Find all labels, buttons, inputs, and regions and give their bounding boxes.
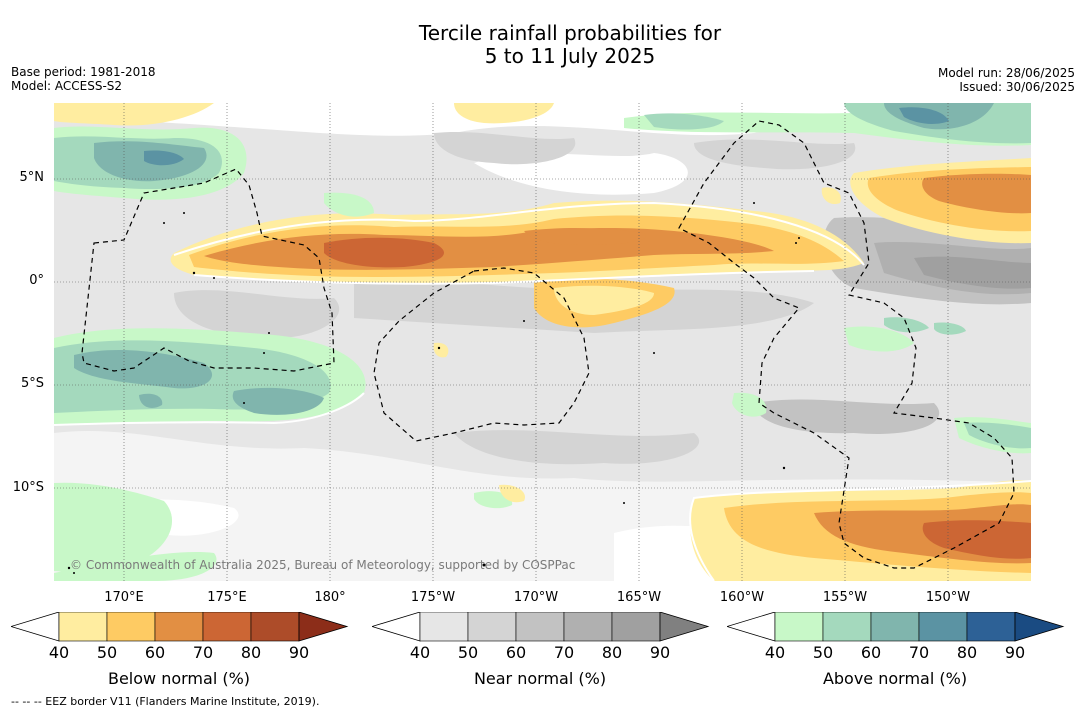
lon-tick: 170°W [513,590,559,605]
colorbar-tick-label: 60 [505,643,527,662]
eez-borders [81,120,1015,569]
base-period: Base period: 1981-2018 [11,65,156,79]
issued-date: Issued: 30/06/2025 [959,80,1075,94]
lat-tick-0: 0° [29,273,44,288]
colorbar-tick-label: 70 [192,643,214,662]
map-title-line2: 5 to 11 July 2025 [484,44,656,68]
lon-tick: 175°W [410,590,456,605]
lat-tick-10s: 10°S [12,480,44,495]
lat-tick-5s: 5°S [20,376,44,391]
colorbar-tick-label: 40 [409,643,431,662]
colorbar-tick-label: 70 [553,643,575,662]
meta-left: Base period: 1981-2018 Model: ACCESS-S2 [11,65,156,93]
colorbar-tick-label: 40 [764,643,786,662]
lon-tick: 160°W [719,590,765,605]
lon-tick: 150°W [925,590,971,605]
lon-tick: 165°W [616,590,662,605]
colorbar-over-triangle [659,611,710,642]
map-title-line1: Tercile rainfall probabilities for [418,21,722,45]
colorbar-tick-label: 60 [860,643,882,662]
colorbar-under-triangle [370,611,421,642]
colorbar-tick-label: 40 [48,643,70,662]
colorbar-segment [774,611,824,642]
colorbar-title: Above normal (%) [822,669,968,688]
colorbar-tick-label: 80 [956,643,978,662]
lon-tick: 170°E [104,590,144,605]
colorbar-2 [370,611,712,648]
model-run: Model run: 28/06/2025 [937,66,1075,80]
colorbar-title: Near normal (%) [473,669,607,688]
colorbar-tick-label: 90 [288,643,310,662]
probability-map [54,103,1031,581]
colorbar-tick-label: 90 [649,643,671,662]
lon-tick: 180° [314,590,346,605]
colorbar-under-triangle [725,611,776,642]
colorbar-tick-label: 50 [96,643,118,662]
colorbar-over-triangle [298,611,349,642]
lon-tick: 175°E [207,590,247,605]
colorbar-1 [9,611,351,648]
colorbar-under-triangle [9,611,60,642]
colorbar-segment [202,611,252,642]
colorbar-segment [611,611,661,642]
colorbar-segment [58,611,108,642]
colorbar-title: Below normal (%) [107,669,251,688]
colorbar-tick-label: 70 [908,643,930,662]
graticule [54,103,1031,581]
colorbar-tick-label: 50 [812,643,834,662]
lon-tick: 155°W [822,590,868,605]
colorbar-3 [725,611,1067,648]
colorbar-tick-label: 90 [1004,643,1026,662]
colorbar-segment [918,611,968,642]
map-canvas [54,103,1031,581]
colorbar-segment [250,611,300,642]
colorbar-segment [870,611,920,642]
colorbar-segment [822,611,872,642]
colorbar-over-triangle [1014,611,1065,642]
colorbar-tick-label: 50 [457,643,479,662]
colorbar-segment [467,611,517,642]
eez-footnote: -- -- -- EEZ border V11 (Flanders Marine… [11,695,320,708]
lat-tick-5n: 5°N [19,170,45,185]
model-name: Model: ACCESS-S2 [11,79,123,93]
colorbar-tick-label: 60 [144,643,166,662]
colorbar-segment [515,611,565,642]
colorbar-segment [154,611,204,642]
copyright-notice: © Commonwealth of Australia 2025, Bureau… [70,558,576,572]
colorbar-segment [966,611,1016,642]
colorbar-tick-label: 80 [240,643,262,662]
meta-right: Model run: 28/06/2025 Issued: 30/06/2025 [938,66,1075,94]
colorbar-segment [563,611,613,642]
colorbar-tick-label: 80 [601,643,623,662]
colorbar-segment [106,611,156,642]
colorbar-segment [419,611,469,642]
